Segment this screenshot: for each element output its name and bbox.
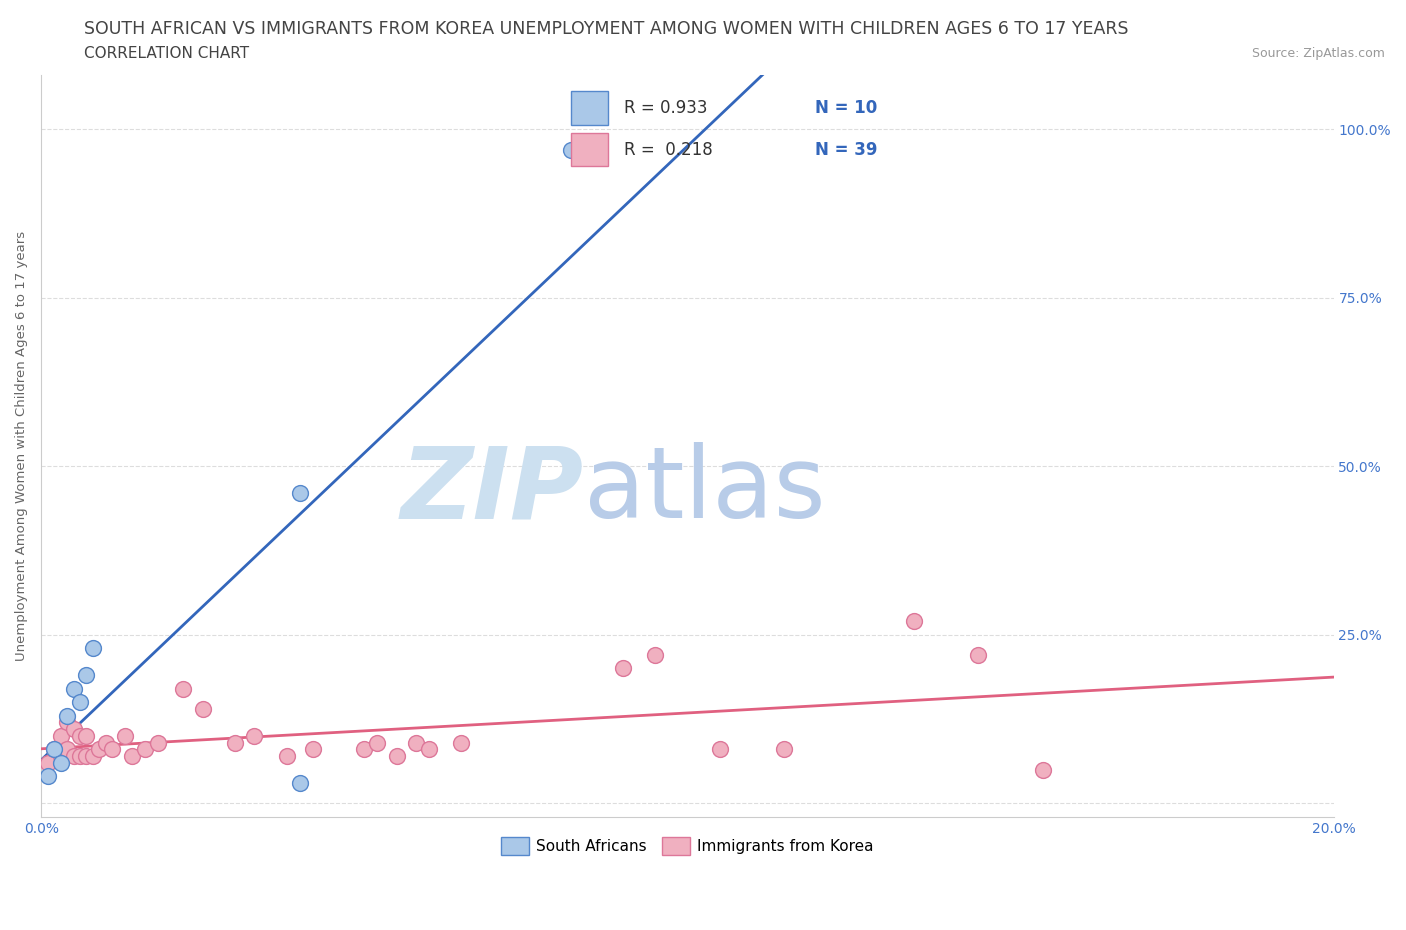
Point bbox=[69, 728, 91, 743]
Point bbox=[75, 749, 97, 764]
Point bbox=[644, 647, 666, 662]
Point bbox=[224, 735, 246, 750]
Point bbox=[353, 742, 375, 757]
Text: SOUTH AFRICAN VS IMMIGRANTS FROM KOREA UNEMPLOYMENT AMONG WOMEN WITH CHILDREN AG: SOUTH AFRICAN VS IMMIGRANTS FROM KOREA U… bbox=[84, 20, 1129, 38]
Point bbox=[62, 722, 84, 737]
Point bbox=[49, 728, 72, 743]
Point bbox=[37, 755, 59, 770]
Point bbox=[49, 755, 72, 770]
Point bbox=[146, 735, 169, 750]
Point bbox=[288, 776, 311, 790]
Point bbox=[62, 749, 84, 764]
Point bbox=[121, 749, 143, 764]
Point bbox=[418, 742, 440, 757]
Point bbox=[967, 647, 990, 662]
Point bbox=[301, 742, 323, 757]
Point bbox=[191, 701, 214, 716]
Point bbox=[612, 661, 634, 676]
Point bbox=[134, 742, 156, 757]
Point bbox=[709, 742, 731, 757]
Point bbox=[82, 641, 104, 656]
Point bbox=[56, 708, 79, 723]
Text: ZIP: ZIP bbox=[401, 442, 583, 539]
Point bbox=[89, 742, 111, 757]
Point bbox=[94, 735, 117, 750]
Point bbox=[450, 735, 472, 750]
Y-axis label: Unemployment Among Women with Children Ages 6 to 17 years: Unemployment Among Women with Children A… bbox=[15, 231, 28, 661]
Point bbox=[75, 668, 97, 683]
Point bbox=[42, 742, 65, 757]
Point bbox=[101, 742, 124, 757]
Text: atlas: atlas bbox=[583, 442, 825, 539]
Point bbox=[42, 742, 65, 757]
Point bbox=[56, 715, 79, 730]
Text: CORRELATION CHART: CORRELATION CHART bbox=[84, 46, 249, 61]
Point bbox=[49, 749, 72, 764]
Point bbox=[276, 749, 298, 764]
Legend: South Africans, Immigrants from Korea: South Africans, Immigrants from Korea bbox=[495, 831, 880, 861]
Point bbox=[288, 485, 311, 500]
Point bbox=[75, 728, 97, 743]
Point bbox=[243, 728, 266, 743]
Point bbox=[56, 742, 79, 757]
Point bbox=[903, 614, 925, 629]
Point bbox=[405, 735, 427, 750]
Point bbox=[82, 749, 104, 764]
Point bbox=[366, 735, 388, 750]
Point bbox=[560, 142, 582, 157]
Point bbox=[69, 695, 91, 710]
Point bbox=[773, 742, 796, 757]
Point bbox=[37, 769, 59, 784]
Point bbox=[1032, 762, 1054, 777]
Point bbox=[172, 682, 194, 697]
Point bbox=[385, 749, 408, 764]
Point bbox=[69, 749, 91, 764]
Point bbox=[114, 728, 136, 743]
Text: Source: ZipAtlas.com: Source: ZipAtlas.com bbox=[1251, 46, 1385, 60]
Point bbox=[62, 682, 84, 697]
